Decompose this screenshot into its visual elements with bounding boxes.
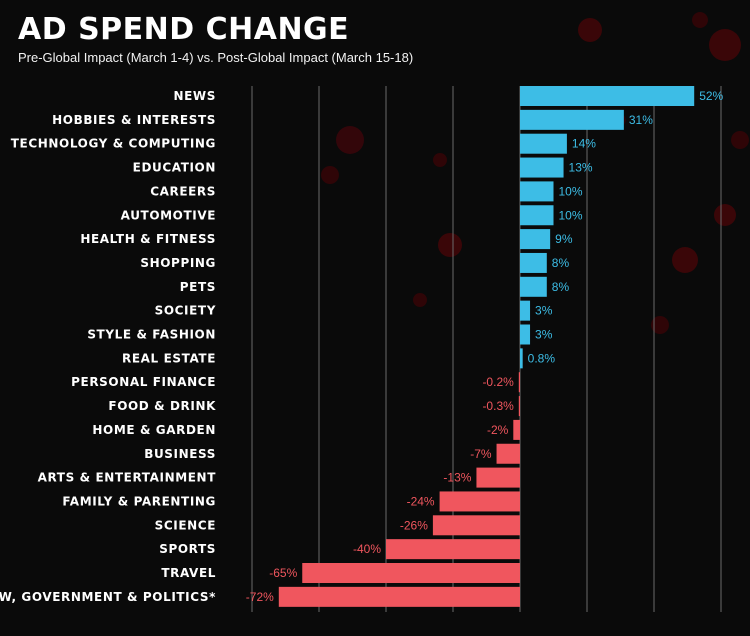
value-label: 13%	[569, 161, 593, 175]
category-label: SOCIETY	[155, 304, 216, 318]
value-label: -0.3%	[482, 399, 514, 413]
chart-subtitle: Pre-Global Impact (March 1-4) vs. Post-G…	[18, 50, 414, 65]
category-label: SPORTS	[159, 542, 216, 556]
bar	[476, 467, 520, 488]
bar	[520, 276, 547, 297]
category-label: AUTOMOTIVE	[121, 208, 216, 222]
value-label: -2%	[487, 423, 509, 437]
bar	[520, 109, 624, 130]
category-label: TRAVEL	[161, 566, 216, 580]
category-label: TECHNOLOGY & COMPUTING	[11, 137, 216, 151]
bar	[386, 539, 520, 560]
value-label: -72%	[246, 590, 274, 604]
bar	[520, 324, 531, 345]
category-label: PERSONAL FINANCE	[71, 375, 216, 389]
bar	[439, 491, 520, 512]
value-label: -7%	[470, 447, 492, 461]
category-label: NEWS	[173, 89, 216, 103]
category-label: SCIENCE	[155, 518, 216, 532]
category-label: BUSINESS	[144, 447, 216, 461]
bar	[520, 348, 523, 369]
value-label: 31%	[629, 113, 653, 127]
chart-title: AD SPEND CHANGE	[18, 12, 350, 47]
value-label: 0.8%	[528, 351, 556, 365]
value-label: -13%	[443, 471, 471, 485]
value-label: 8%	[552, 280, 570, 294]
bar	[520, 181, 554, 202]
value-label: -65%	[269, 566, 297, 580]
value-label: 9%	[555, 232, 573, 246]
bar	[496, 443, 520, 464]
category-label: CAREERS	[150, 184, 216, 198]
category-label: LAW, GOVERNMENT & POLITICS*	[0, 590, 216, 604]
bar	[432, 515, 520, 536]
category-label: FOOD & DRINK	[108, 399, 216, 413]
bar	[518, 372, 520, 393]
bar	[520, 133, 567, 154]
bar	[302, 563, 520, 583]
value-label: -0.2%	[482, 375, 514, 389]
category-label: SHOPPING	[140, 256, 216, 270]
value-label: 3%	[535, 304, 553, 318]
category-label: ARTS & ENTERTAINMENT	[38, 471, 217, 485]
category-label: STYLE & FASHION	[87, 328, 216, 342]
value-label: 52%	[699, 89, 723, 103]
bar	[520, 300, 531, 321]
category-label: FAMILY & PARENTING	[62, 494, 216, 508]
value-label: 8%	[552, 256, 570, 270]
bar	[520, 229, 551, 250]
bar	[520, 252, 547, 273]
category-label: HOME & GARDEN	[92, 423, 216, 437]
value-label: 14%	[572, 137, 596, 151]
category-label: REAL ESTATE	[122, 351, 216, 365]
value-label: 10%	[559, 184, 583, 198]
value-label: 10%	[559, 208, 583, 222]
bar	[518, 396, 520, 417]
category-label: HOBBIES & INTERESTS	[52, 113, 216, 127]
bar	[513, 419, 520, 440]
bar	[520, 157, 564, 178]
bar	[520, 205, 554, 226]
category-label: EDUCATION	[133, 161, 216, 175]
value-label: -40%	[353, 542, 381, 556]
bar	[278, 586, 520, 607]
value-label: -24%	[407, 494, 435, 508]
value-label: 3%	[535, 328, 553, 342]
value-label: -26%	[400, 518, 428, 532]
category-label: HEALTH & FITNESS	[80, 232, 216, 246]
category-label: PETS	[180, 280, 216, 294]
bar	[520, 86, 695, 106]
